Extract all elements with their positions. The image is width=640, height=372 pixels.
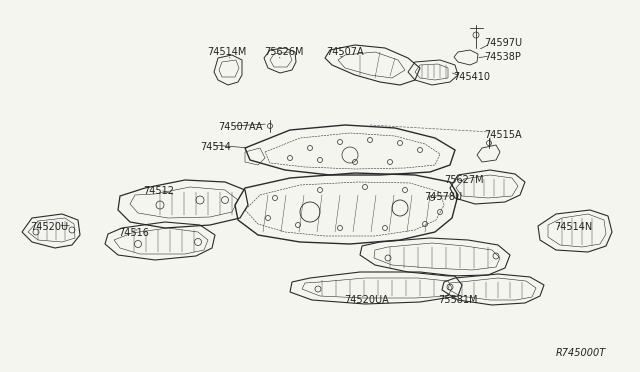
Text: 74514M: 74514M bbox=[207, 47, 246, 57]
Text: R745000T: R745000T bbox=[556, 348, 606, 358]
Text: 74507A: 74507A bbox=[326, 47, 364, 57]
Text: 74578U: 74578U bbox=[424, 192, 462, 202]
Text: 74514: 74514 bbox=[200, 142, 231, 152]
Text: 74507AA: 74507AA bbox=[218, 122, 262, 132]
Text: 75627M: 75627M bbox=[444, 175, 484, 185]
Text: 75626M: 75626M bbox=[264, 47, 303, 57]
Text: 74516: 74516 bbox=[118, 228, 149, 238]
Text: 74538P: 74538P bbox=[484, 52, 521, 62]
Text: 74512: 74512 bbox=[143, 186, 174, 196]
Text: 745410: 745410 bbox=[453, 72, 490, 82]
Text: 74520U: 74520U bbox=[30, 222, 68, 232]
Text: 74514N: 74514N bbox=[554, 222, 592, 232]
Text: 74520UA: 74520UA bbox=[344, 295, 388, 305]
Text: 74597U: 74597U bbox=[484, 38, 522, 48]
Text: 74515A: 74515A bbox=[484, 130, 522, 140]
Text: 75581M: 75581M bbox=[438, 295, 477, 305]
